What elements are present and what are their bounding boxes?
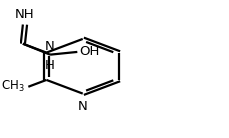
Text: H: H	[45, 59, 55, 72]
Text: N: N	[45, 40, 55, 53]
Text: CH$_3$: CH$_3$	[1, 79, 25, 94]
Text: N: N	[77, 100, 87, 113]
Text: OH: OH	[79, 45, 99, 58]
Text: NH: NH	[15, 7, 35, 21]
